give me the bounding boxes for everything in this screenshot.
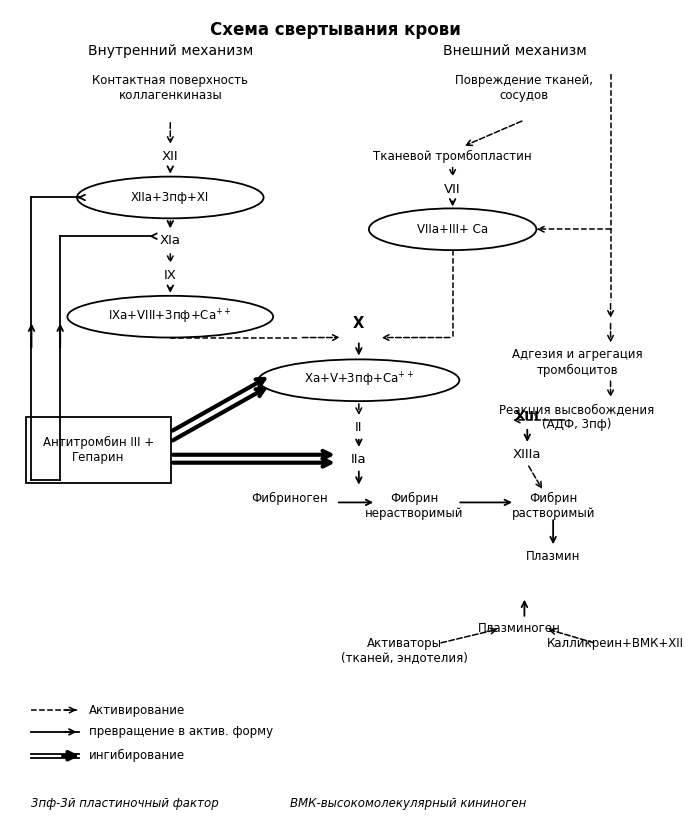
Text: Фибриноген: Фибриноген [252, 491, 328, 505]
Text: XIIIa: XIIIa [513, 448, 542, 461]
Text: II: II [355, 421, 362, 434]
Text: Плазмин: Плазмин [526, 550, 581, 563]
Text: Активаторы
(тканей, эндотелия): Активаторы (тканей, эндотелия) [342, 636, 468, 665]
Text: XIIa+3пф+XI: XIIa+3пф+XI [131, 191, 209, 204]
Text: IIа: IIа [351, 453, 367, 465]
Text: XIII: XIII [515, 410, 539, 423]
Text: Схема свертывания крови: Схема свертывания крови [210, 21, 461, 38]
Text: XIa: XIa [160, 234, 181, 247]
Text: Тканевой тромбопластин: Тканевой тромбопластин [374, 150, 532, 163]
Text: Фибрин
растворимый: Фибрин растворимый [512, 491, 595, 520]
Text: XII: XII [162, 150, 178, 163]
Text: Xa+V+3пф+Ca$^{++}$: Xa+V+3пф+Ca$^{++}$ [304, 371, 414, 389]
Text: ингибирование: ингибирование [89, 749, 185, 762]
Text: превращение в актив. форму: превращение в актив. форму [89, 726, 273, 738]
Text: Адгезия и агрегация
тромбоцитов: Адгезия и агрегация тромбоцитов [512, 349, 643, 377]
Text: Внутренний механизм: Внутренний механизм [88, 44, 253, 58]
Text: Контактная поверхность
коллагенкиназы: Контактная поверхность коллагенкиназы [92, 74, 248, 103]
Text: VII: VII [444, 183, 461, 195]
Text: IX: IX [164, 269, 177, 282]
Text: Фибрин
нерастворимый: Фибрин нерастворимый [365, 491, 464, 520]
Text: Реакция высвобождения
(АДФ, 3пф): Реакция высвобождения (АДФ, 3пф) [500, 403, 654, 431]
Text: X: X [353, 315, 365, 330]
Text: Повреждение тканей,
сосудов: Повреждение тканей, сосудов [455, 74, 593, 103]
Text: IXa+VIII+3пф+Ca$^{++}$: IXa+VIII+3пф+Ca$^{++}$ [108, 308, 232, 326]
Text: Активирование: Активирование [89, 704, 185, 716]
Text: Калликреин+ВМК+XII: Калликреин+ВМК+XII [547, 636, 684, 650]
Text: Внешний механизм: Внешний механизм [443, 44, 587, 58]
Text: Антитромбин III +
Гепарин: Антитромбин III + Гепарин [43, 435, 154, 464]
Text: 3пф-3й пластиночный фактор: 3пф-3й пластиночный фактор [31, 797, 220, 811]
Text: Плазминоген: Плазминоген [478, 621, 561, 635]
Text: ВМК-высокомолекулярный кининоген: ВМК-высокомолекулярный кининоген [290, 797, 526, 811]
Text: VIIa+III+ Ca: VIIa+III+ Ca [417, 223, 488, 236]
